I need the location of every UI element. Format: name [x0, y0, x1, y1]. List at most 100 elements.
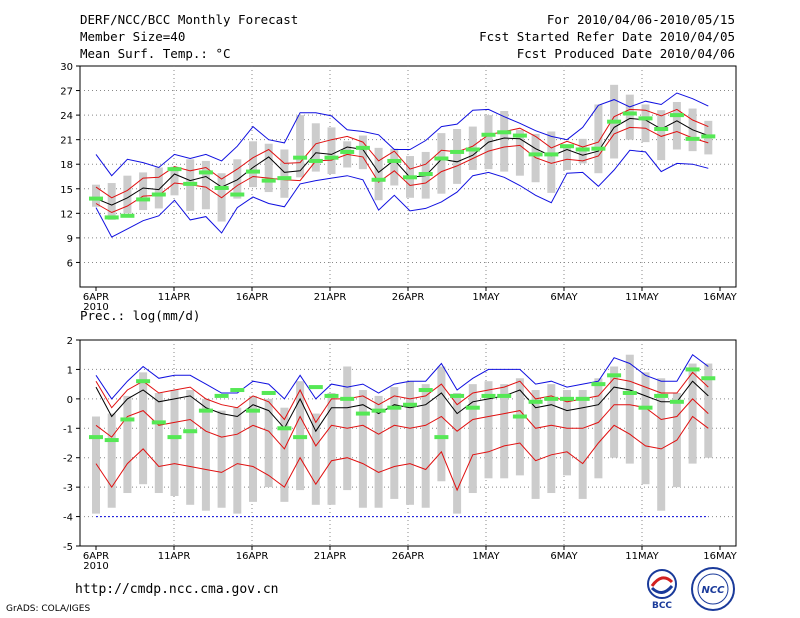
- x-tick-label: 1MAY: [472, 292, 500, 303]
- observation-marker: [685, 136, 700, 141]
- observation-marker: [293, 155, 308, 160]
- observation-marker: [89, 196, 103, 201]
- observation-marker: [418, 172, 433, 177]
- observation-marker: [324, 155, 339, 160]
- ensemble-mean-line: [95, 380, 709, 433]
- temperature-panel-title: Mean Surf. Temp.: °C: [80, 46, 231, 61]
- ensemble-box: [578, 390, 587, 499]
- ensemble-box: [358, 390, 367, 508]
- ncc-logo-text: NCC: [701, 585, 725, 596]
- ensemble-box: [233, 407, 242, 514]
- y-tick-label: 9: [67, 234, 73, 245]
- observation-marker: [434, 156, 449, 161]
- ensemble-box: [563, 145, 571, 170]
- observation-marker: [214, 185, 229, 190]
- x-year-label: 2010: [83, 302, 108, 313]
- ensemble-box: [217, 410, 226, 508]
- observation-marker: [481, 393, 496, 398]
- ensemble-box: [390, 148, 399, 186]
- x-tick-label: 16APR: [236, 551, 269, 562]
- observation-marker: [654, 127, 669, 132]
- observation-marker: [701, 376, 716, 381]
- ensemble-box: [641, 372, 650, 485]
- temperature-chart: 6 9 12 15 18 21 24 27 30 6APR 11APR 16APR 21APR 26APR…: [60, 62, 737, 313]
- ensemble-box: [374, 147, 383, 201]
- observation-marker: [465, 405, 480, 410]
- observation-marker: [544, 152, 559, 157]
- observation-marker: [512, 133, 527, 138]
- ensemble-box: [107, 413, 116, 508]
- ensemble-box: [170, 166, 179, 196]
- y-tick-label: 21: [60, 136, 73, 147]
- x-tick-label: 11MAY: [625, 551, 659, 562]
- ensemble-box: [515, 129, 524, 176]
- observation-marker: [167, 435, 182, 440]
- sd-upper-line: [95, 371, 709, 424]
- x-tick-label: 26APR: [392, 551, 425, 562]
- forecast-period: For 2010/04/06-2010/05/15: [546, 12, 735, 27]
- y-tick-label: 27: [60, 87, 73, 98]
- ensemble-box: [186, 390, 195, 505]
- max-line: [95, 353, 709, 400]
- y-tick-label: -3: [63, 483, 73, 494]
- y-tick-label: 6: [67, 258, 73, 269]
- observation-marker: [575, 147, 590, 152]
- observation-marker: [591, 146, 606, 151]
- observation-marker: [560, 144, 574, 149]
- ensemble-mean-line: [95, 117, 709, 206]
- ensemble-box: [390, 387, 399, 499]
- ensemble-box: [154, 392, 163, 494]
- x-tick-label: 11APR: [158, 551, 191, 562]
- ensemble-box: [657, 378, 666, 511]
- observation-marker: [591, 382, 606, 387]
- ensemble-box: [500, 384, 509, 479]
- observation-marker: [403, 175, 417, 180]
- ensemble-box: [201, 398, 210, 511]
- ensemble-box: [437, 366, 446, 482]
- observation-marker: [230, 192, 245, 197]
- ensemble-box: [249, 141, 257, 188]
- ensemble-box: [280, 149, 289, 198]
- ensemble-box: [92, 416, 100, 514]
- ensemble-box: [594, 104, 603, 174]
- sd-lower-line: [95, 126, 709, 214]
- ensemble-box: [406, 381, 414, 505]
- observation-marker: [277, 176, 292, 181]
- ensemble-box: [531, 390, 540, 499]
- source-url[interactable]: http://cmdp.ncc.cma.gov.cn: [75, 582, 279, 597]
- ensemble-box: [201, 160, 210, 210]
- observation-marker: [465, 147, 480, 152]
- ensemble-box: [92, 184, 100, 207]
- ensemble-box: [374, 395, 383, 508]
- ensemble-box: [484, 381, 493, 479]
- sd-lower-line: [95, 398, 709, 450]
- ensemble-box: [704, 363, 713, 458]
- x-tick-label: 16MAY: [703, 292, 737, 303]
- y-tick-label: 2: [67, 336, 73, 347]
- bcc-logo: BCC: [647, 569, 677, 610]
- observation-marker: [261, 178, 276, 183]
- observation-marker: [120, 213, 135, 218]
- observation-marker: [512, 414, 527, 419]
- x-tick-label: 21APR: [314, 292, 347, 303]
- ensemble-box: [547, 384, 556, 494]
- ensemble-box: [327, 127, 336, 175]
- ensemble-box: [358, 135, 367, 170]
- ensemble-box: [264, 398, 273, 488]
- observation-marker: [183, 429, 198, 434]
- observation-marker: [669, 113, 684, 118]
- observation-marker: [198, 408, 213, 413]
- y-tick-label: 18: [60, 160, 73, 171]
- x-year-label: 2010: [83, 561, 108, 572]
- ensemble-box: [107, 183, 116, 220]
- ensemble-box: [453, 392, 462, 514]
- ensemble-box: [327, 392, 336, 505]
- observation-marker: [434, 435, 449, 440]
- y-tick-label: -4: [63, 513, 73, 524]
- ensemble-box: [547, 131, 556, 193]
- ensemble-box: [610, 366, 619, 458]
- ensemble-box: [594, 378, 603, 479]
- observation-marker: [167, 167, 182, 172]
- ensemble-box: [625, 94, 634, 140]
